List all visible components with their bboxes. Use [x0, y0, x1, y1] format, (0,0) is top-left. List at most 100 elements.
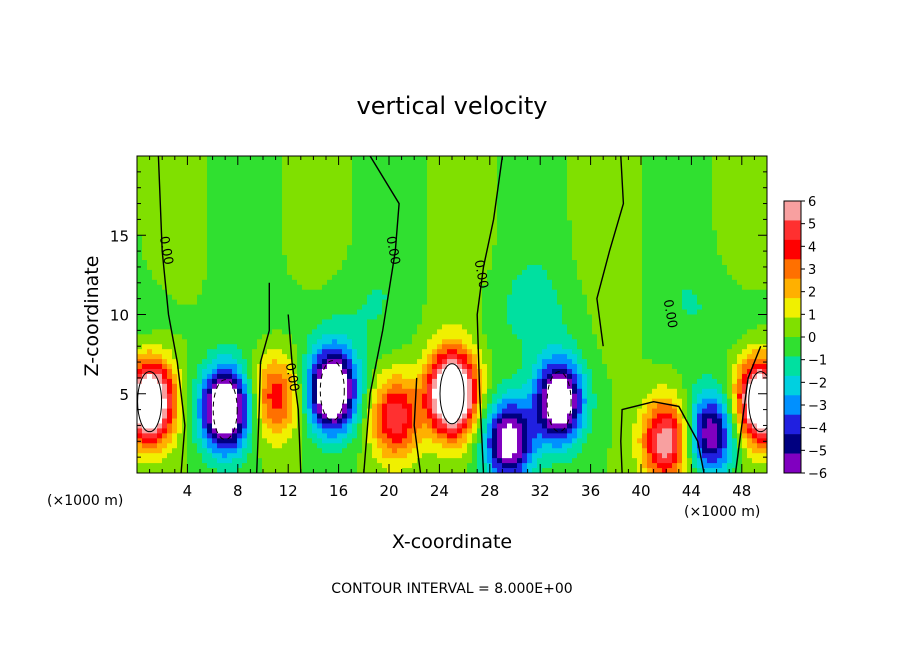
field-cell	[307, 255, 313, 261]
field-cell	[242, 334, 248, 340]
field-cell	[312, 210, 318, 217]
field-cell	[387, 304, 393, 311]
field-cell	[172, 260, 178, 266]
field-cell	[192, 319, 198, 325]
field-cell	[297, 314, 303, 321]
field-cell	[422, 309, 428, 316]
field-cell	[302, 354, 308, 360]
field-cell	[377, 388, 383, 395]
field-cell	[367, 339, 373, 345]
field-cell	[402, 368, 408, 375]
field-cell	[152, 245, 158, 251]
field-cell	[357, 448, 363, 454]
field-cell	[272, 294, 278, 301]
field-cell	[317, 289, 323, 296]
field-cell	[192, 235, 198, 241]
field-cell	[222, 443, 228, 449]
field-cell	[257, 279, 263, 286]
field-cell	[467, 240, 473, 246]
field-cell	[137, 180, 143, 187]
field-cell	[147, 349, 153, 355]
field-cell	[247, 368, 253, 375]
field-cell	[447, 433, 453, 439]
field-cell	[517, 235, 523, 241]
field-cell	[272, 349, 278, 355]
field-cell	[452, 388, 458, 395]
field-cell	[327, 240, 333, 246]
field-cell	[152, 180, 158, 187]
field-cell	[367, 309, 373, 316]
field-cell	[162, 156, 168, 162]
field-cell	[452, 458, 458, 464]
field-cell	[187, 220, 193, 226]
field-cell	[337, 448, 343, 454]
field-cell	[492, 334, 498, 340]
field-cell	[497, 383, 503, 390]
field-cell	[277, 408, 283, 415]
field-cell	[457, 304, 463, 311]
field-cell	[182, 165, 188, 172]
field-cell	[312, 458, 318, 464]
field-cell	[297, 195, 303, 202]
field-cell	[152, 393, 158, 400]
field-cell	[472, 368, 478, 375]
field-cell	[192, 359, 198, 365]
field-cell	[472, 304, 478, 311]
field-cell	[277, 359, 283, 365]
field-cell	[272, 334, 278, 340]
field-cell	[237, 413, 243, 420]
field-cell	[412, 180, 418, 187]
field-cell	[437, 339, 443, 345]
field-cell	[157, 403, 163, 410]
field-cell	[427, 165, 433, 172]
field-cell	[502, 304, 508, 311]
field-cell	[362, 180, 368, 187]
field-cell	[377, 304, 383, 311]
field-cell	[412, 165, 418, 172]
field-cell	[437, 190, 443, 197]
field-cell	[342, 448, 348, 454]
field-cell	[167, 240, 173, 246]
field-cell	[352, 180, 358, 187]
field-cell	[287, 304, 293, 311]
field-cell	[307, 314, 313, 321]
field-cell	[457, 334, 463, 340]
field-cell	[322, 195, 328, 202]
field-cell	[217, 378, 223, 385]
field-cell	[177, 334, 183, 340]
field-cell	[352, 195, 358, 202]
field-cell	[247, 235, 253, 241]
field-cell	[257, 458, 263, 464]
field-cell	[312, 364, 318, 370]
field-cell	[312, 408, 318, 415]
field-cell	[467, 264, 473, 271]
field-cell	[237, 195, 243, 202]
field-cell	[222, 220, 228, 226]
field-cell	[232, 324, 238, 330]
field-cell	[452, 279, 458, 286]
field-cell	[272, 413, 278, 420]
field-cell	[277, 364, 283, 370]
field-cell	[212, 314, 218, 321]
field-cell	[387, 453, 393, 459]
field-cell	[487, 314, 493, 321]
field-cell	[392, 349, 398, 355]
field-cell	[412, 156, 418, 162]
field-cell	[327, 170, 333, 177]
field-cell	[487, 433, 493, 439]
field-cell	[167, 398, 173, 405]
field-cell	[192, 260, 198, 266]
field-cell	[412, 220, 418, 226]
field-cell	[507, 235, 513, 241]
field-cell	[492, 314, 498, 321]
field-cell	[232, 378, 238, 385]
field-cell	[212, 458, 218, 464]
field-cell	[432, 279, 438, 286]
field-cell	[522, 314, 528, 321]
field-cell	[317, 468, 323, 473]
field-cell	[187, 329, 193, 335]
field-cell	[352, 373, 358, 380]
field-cell	[492, 418, 498, 425]
field-cell	[497, 235, 503, 241]
field-cell	[157, 388, 163, 395]
